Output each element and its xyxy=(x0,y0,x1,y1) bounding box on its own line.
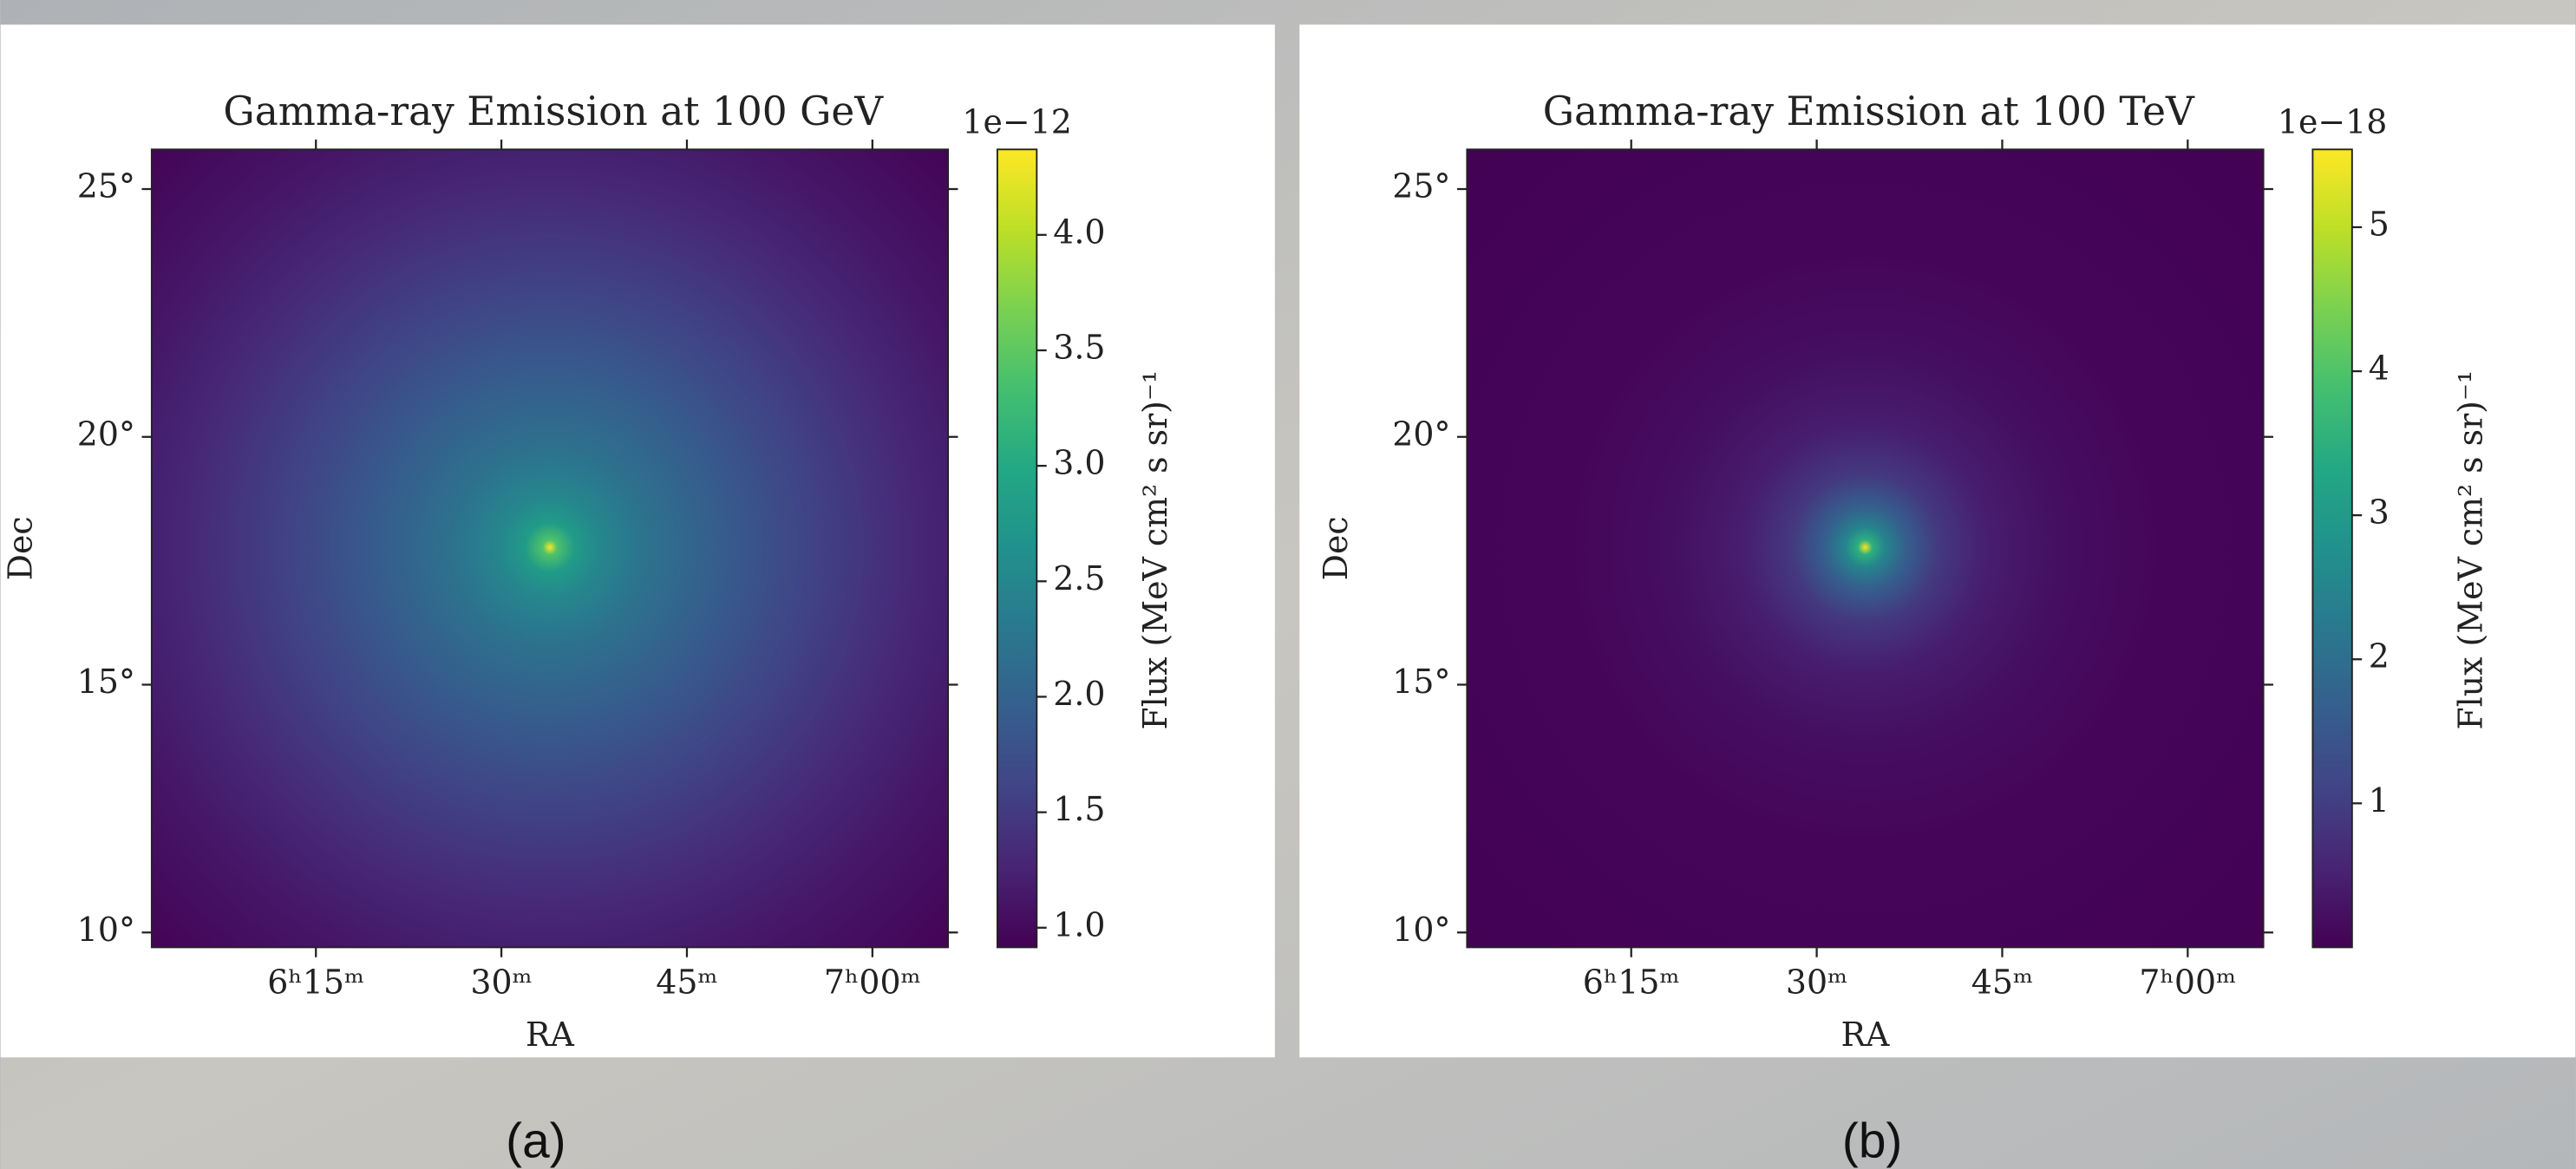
x-tick-label: 45ᵐ xyxy=(656,963,717,1001)
colorbar-offset: 1e−18 xyxy=(2278,102,2387,140)
x-tick-label: 45ᵐ xyxy=(1971,963,2033,1001)
colorbar-tick-label: 3.5 xyxy=(1053,328,1105,366)
chart-title: Gamma-ray Emission at 100 GeV xyxy=(223,88,884,134)
colorbar xyxy=(996,148,1038,949)
colorbar-tick-label: 2.0 xyxy=(1053,675,1105,713)
x-tick-label: 30ᵐ xyxy=(1786,963,1847,1001)
y-tick-label: 25° xyxy=(77,167,135,206)
colorbar-tick-label: 1.5 xyxy=(1053,790,1105,828)
y-tick-label: 15° xyxy=(1392,663,1450,701)
colorbar-offset: 1e−12 xyxy=(962,102,1071,140)
x-tick-label: 30ᵐ xyxy=(470,963,532,1001)
colorbar-tick-label: 3 xyxy=(2369,493,2390,532)
x-tick-label: 6ʰ15ᵐ xyxy=(267,963,364,1001)
colorbar-label: Flux (MeV cm² s sr)⁻¹ xyxy=(1136,370,1174,730)
y-tick-label: 15° xyxy=(77,663,135,701)
y-tick-label: 20° xyxy=(77,415,135,453)
plot-frame xyxy=(150,148,950,949)
y-tick-label: 20° xyxy=(1392,415,1450,453)
y-tick-label: 10° xyxy=(1392,911,1450,949)
x-axis-label: RA xyxy=(1841,1016,1891,1054)
y-axis-label: Dec xyxy=(2,516,40,580)
colorbar-tick-label: 2 xyxy=(2369,637,2390,676)
colorbar-tick-label: 1.0 xyxy=(1053,905,1105,944)
colorbar-tick-label: 2.5 xyxy=(1053,559,1105,598)
plot-frame xyxy=(1466,148,2265,949)
emission-map xyxy=(151,149,949,948)
x-tick-label: 7ʰ00ᵐ xyxy=(824,963,921,1001)
panel-label: (b) xyxy=(1842,1114,1902,1169)
colorbar-label: Flux (MeV cm² s sr)⁻¹ xyxy=(2451,370,2489,730)
x-tick-label: 7ʰ00ᵐ xyxy=(2139,963,2236,1001)
colorbar-tick-label: 1 xyxy=(2369,781,2390,820)
colorbar-tick-label: 4.0 xyxy=(1053,212,1105,251)
colorbar xyxy=(2311,148,2353,949)
y-axis-label: Dec xyxy=(1317,516,1355,580)
chart-title: Gamma-ray Emission at 100 TeV xyxy=(1543,88,2195,134)
colorbar-tick-label: 5 xyxy=(2369,205,2390,243)
colorbar-tick-label: 4 xyxy=(2369,349,2390,388)
emission-map xyxy=(1467,149,2264,948)
x-axis-label: RA xyxy=(526,1016,575,1054)
y-tick-label: 10° xyxy=(77,911,135,949)
y-tick-label: 25° xyxy=(1392,167,1450,206)
x-tick-label: 6ʰ15ᵐ xyxy=(1583,963,1680,1001)
colorbar-tick-label: 3.0 xyxy=(1053,444,1105,482)
panel-label: (a) xyxy=(506,1114,566,1169)
